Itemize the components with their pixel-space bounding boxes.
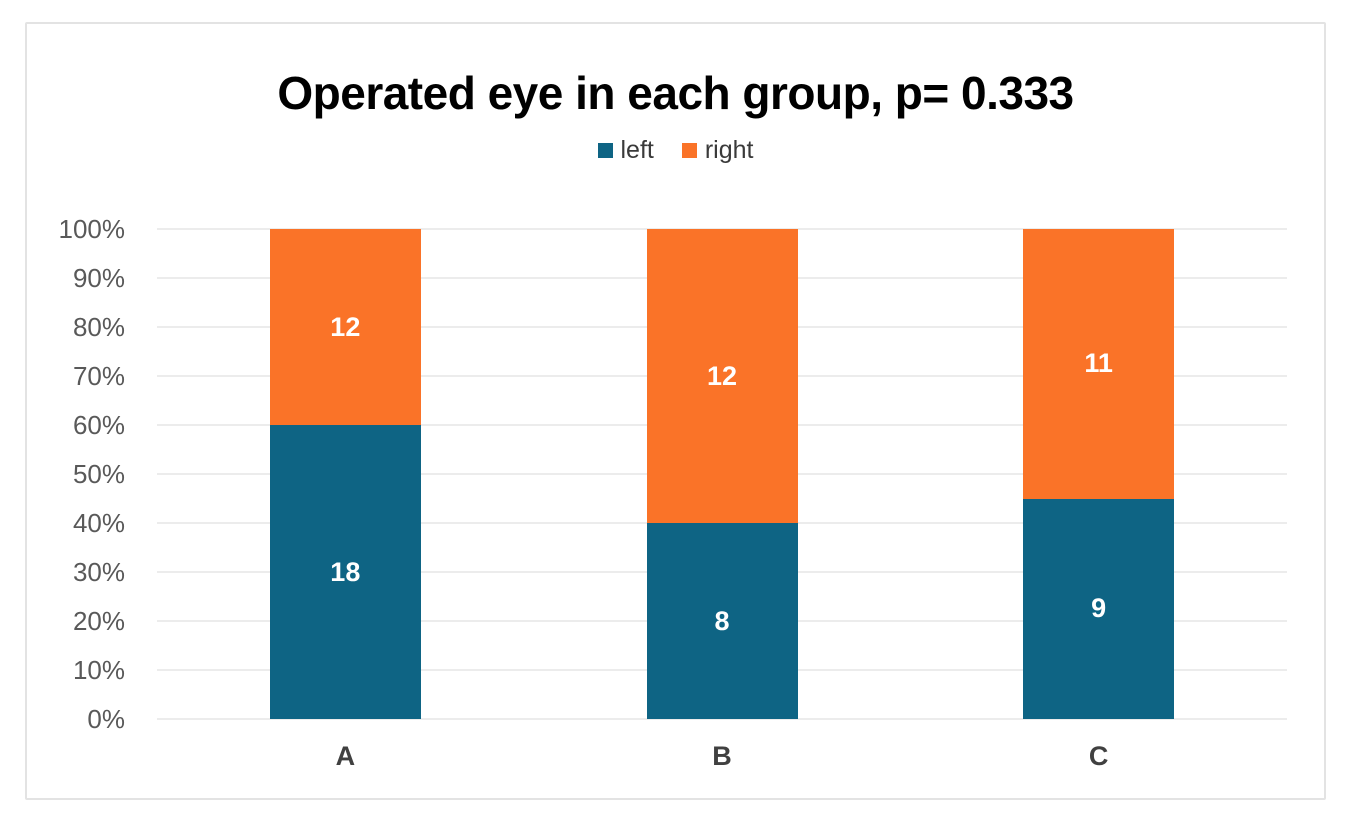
stacked-bar-B: 12 8 bbox=[646, 229, 798, 719]
y-tick-label-50%: 50% bbox=[72, 459, 125, 489]
bar-segment-A-left: 18 bbox=[269, 425, 421, 719]
category-label-C: C bbox=[1088, 741, 1109, 771]
x-axis: A B C bbox=[157, 741, 1287, 772]
stacked-bar-C: 11 9 bbox=[1023, 229, 1175, 719]
y-tick-label-0%: 0% bbox=[87, 704, 125, 734]
legend-swatch-left-icon bbox=[597, 143, 613, 158]
y-tick-label-80%: 80% bbox=[72, 312, 125, 342]
y-tick-label-60%: 60% bbox=[72, 410, 125, 440]
plot-area: 12 18 12 8 11 9 bbox=[157, 228, 1287, 720]
y-tick-label-40%: 40% bbox=[72, 508, 125, 538]
data-label-B-left: 8 bbox=[714, 605, 730, 636]
data-label-A-right: 12 bbox=[330, 311, 361, 342]
category-column-A: 12 18 bbox=[157, 229, 534, 719]
y-tick-label-100%: 100% bbox=[58, 214, 126, 244]
y-tick-label-90%: 90% bbox=[72, 263, 125, 293]
bar-segment-B-left: 8 bbox=[646, 523, 798, 719]
legend-swatch-right-icon bbox=[681, 143, 697, 158]
chart-title: Operated eye in each group, p= 0.333 bbox=[277, 67, 1074, 119]
y-tick-label-10%: 10% bbox=[72, 655, 125, 685]
stacked-bar-A: 12 18 bbox=[269, 229, 421, 719]
legend-label-right: right bbox=[704, 136, 754, 164]
y-axis: 0% 10% 20% 30% 40% 50% 60% 70% 80% 90% 100% bbox=[27, 216, 126, 732]
category-label-A: A bbox=[335, 741, 356, 771]
bars-layer: 12 18 12 8 11 9 bbox=[157, 229, 1287, 719]
bar-segment-A-right: 12 bbox=[269, 229, 421, 425]
chart-legend: left right bbox=[27, 138, 1324, 163]
y-tick-label-20%: 20% bbox=[72, 606, 125, 636]
data-label-A-left: 18 bbox=[330, 556, 361, 587]
bar-segment-C-right: 11 bbox=[1023, 229, 1175, 499]
category-column-B: 12 8 bbox=[534, 229, 911, 719]
legend-item-left: left bbox=[597, 136, 654, 164]
legend-item-right: right bbox=[681, 136, 754, 164]
data-label-C-right: 11 bbox=[1084, 348, 1113, 379]
bar-segment-C-left: 9 bbox=[1023, 498, 1175, 719]
y-tick-label-30%: 30% bbox=[72, 557, 125, 587]
gridline-0% bbox=[157, 718, 1287, 720]
legend-label-left: left bbox=[620, 136, 654, 164]
data-label-C-left: 9 bbox=[1091, 593, 1107, 624]
chart-frame: Operated eye in each group, p= 0.333 lef… bbox=[25, 22, 1326, 800]
bar-segment-B-right: 12 bbox=[646, 229, 798, 523]
y-tick-label-70%: 70% bbox=[72, 361, 125, 391]
data-label-B-right: 12 bbox=[706, 360, 738, 391]
category-label-B: B bbox=[712, 741, 732, 771]
category-column-C: 11 9 bbox=[910, 229, 1287, 719]
